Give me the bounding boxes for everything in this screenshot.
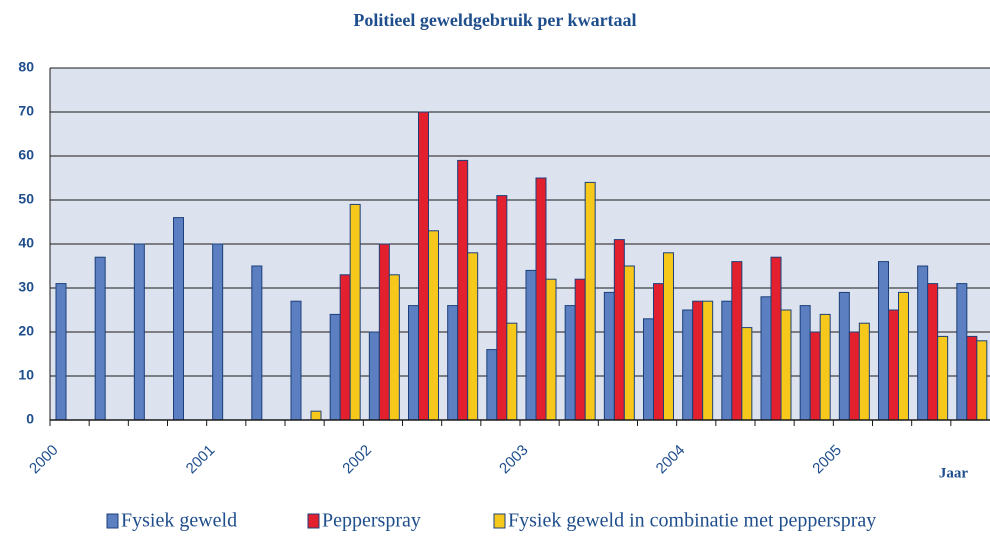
bar — [878, 261, 889, 421]
y-tick-label: 30 — [18, 279, 34, 295]
bar — [682, 309, 694, 421]
bar — [937, 335, 949, 421]
bar — [663, 252, 674, 421]
bar — [378, 243, 390, 421]
bar — [457, 159, 469, 421]
bar — [467, 252, 479, 421]
bar — [613, 239, 625, 421]
bar — [94, 256, 106, 421]
bar — [496, 195, 508, 421]
y-tick-label: 60 — [18, 147, 34, 163]
bar — [702, 300, 714, 421]
bar — [898, 291, 909, 421]
bar — [428, 230, 439, 421]
bar — [525, 269, 537, 421]
bar — [447, 305, 459, 421]
y-tick-label: 50 — [18, 191, 34, 207]
bar — [721, 300, 733, 421]
bar — [251, 265, 263, 421]
legend-swatch — [493, 513, 506, 529]
bar — [574, 278, 586, 421]
bar — [55, 283, 67, 421]
y-tick-label: 80 — [18, 59, 34, 75]
bar — [212, 243, 224, 421]
bar — [838, 291, 850, 421]
bar — [310, 410, 322, 421]
y-tick-label: 10 — [18, 367, 34, 383]
bar — [809, 331, 821, 421]
bar — [545, 278, 557, 421]
bar — [858, 322, 870, 421]
legend-swatch — [307, 513, 320, 529]
y-tick-label: 70 — [18, 103, 34, 119]
bar — [917, 265, 929, 421]
legend-label: Fysiek geweld — [121, 510, 237, 532]
bar — [653, 283, 664, 421]
bar — [741, 327, 753, 421]
bar — [956, 283, 968, 421]
bar — [418, 111, 429, 421]
bar — [486, 349, 498, 421]
bar — [506, 322, 518, 421]
legend-label: Pepperspray — [322, 510, 421, 532]
y-tick-label: 40 — [18, 235, 34, 251]
y-tick-label: 0 — [26, 411, 34, 427]
bar — [848, 331, 860, 421]
bar — [535, 177, 547, 421]
bar — [643, 318, 654, 421]
bar — [623, 265, 635, 421]
bar — [388, 274, 400, 421]
bar — [819, 313, 831, 421]
bar — [731, 261, 743, 421]
bar — [173, 217, 184, 421]
bar — [329, 313, 341, 421]
bar — [692, 300, 704, 421]
bar — [760, 296, 772, 421]
bar — [564, 305, 576, 421]
x-axis-label: Jaar — [939, 465, 969, 481]
bar — [799, 305, 811, 421]
legend-swatch — [106, 513, 119, 529]
bar — [339, 274, 351, 421]
bar — [133, 243, 145, 421]
y-tick-label: 20 — [18, 323, 34, 339]
bar — [770, 256, 782, 421]
bar — [408, 305, 419, 421]
chart-title: Politieel geweldgebruik per kwartaal — [353, 10, 636, 30]
bar — [888, 309, 899, 421]
bar — [290, 300, 302, 421]
bar — [927, 283, 939, 421]
legend-label: Fysiek geweld in combinatie met peppersp… — [508, 510, 876, 532]
bar — [368, 331, 380, 421]
bar — [584, 181, 596, 421]
bar — [966, 335, 978, 421]
bar — [349, 203, 361, 421]
bar — [976, 340, 988, 421]
bar — [780, 309, 792, 421]
bar — [603, 291, 615, 421]
